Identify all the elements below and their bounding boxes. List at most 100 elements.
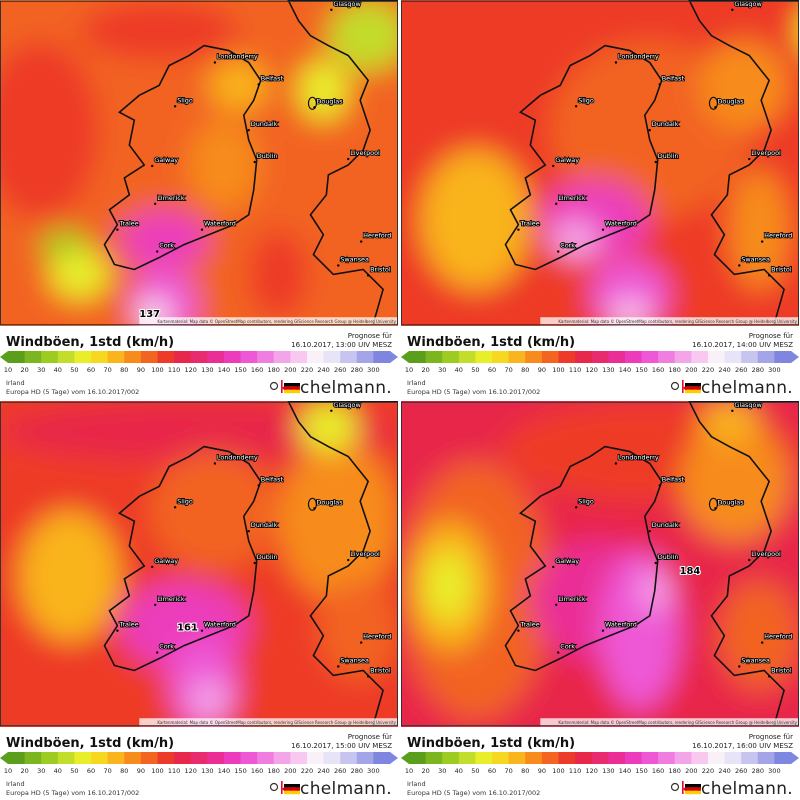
legend-label: 280	[752, 366, 764, 374]
wind-map: Glasgow Londonderry Belfast Sligo Dundalk Dou…	[401, 0, 799, 326]
legend-label: 130	[602, 366, 614, 374]
brand-icons	[670, 381, 701, 394]
panel-title: Windböen, 1std (km/h)	[407, 335, 576, 350]
legend-label: 80	[120, 366, 128, 374]
city-dot	[654, 561, 657, 565]
model-run: Europa HD (5 Tage) vom 16.10.2017/002	[6, 388, 140, 396]
legend-swatch	[57, 752, 75, 764]
legend-label: 60	[87, 366, 95, 374]
legend-arrow-high	[390, 752, 398, 764]
city-label: Glasgow	[333, 0, 360, 8]
city-label: Londonderry	[217, 454, 258, 462]
legend-label: 110	[569, 767, 581, 775]
legend-label: 50	[471, 366, 479, 374]
city-dot	[767, 675, 771, 678]
city-dot	[253, 561, 256, 565]
model-run: Europa HD (5 Tage) vom 16.10.2017/002	[407, 388, 541, 396]
legend-label: 130	[201, 366, 213, 374]
legend-swatch	[8, 752, 26, 764]
city-dot	[116, 228, 119, 231]
legend-label: 20	[421, 767, 429, 775]
legend-swatch	[340, 752, 358, 764]
legend-swatch	[124, 752, 142, 764]
legend-swatch	[707, 752, 726, 764]
coast-man	[307, 497, 318, 511]
city-dot	[213, 462, 217, 465]
forecast-label: Prognose für	[347, 332, 392, 340]
city-label: Tralee	[118, 621, 138, 629]
city-dot	[601, 629, 605, 632]
legend-swatch	[57, 351, 75, 363]
legend-swatch	[273, 351, 291, 363]
map-credit: Kartenmaterial: Map data © OpenStreetMap…	[558, 319, 797, 324]
legend-label: 50	[70, 767, 78, 775]
legend-swatch	[442, 752, 460, 764]
city-label: Hereford	[363, 633, 391, 641]
wind-area	[278, 441, 398, 601]
wind-area	[189, 120, 259, 210]
panel-footer: Windböen, 1std (km/h) Prognose für 16.10.2…	[0, 326, 398, 398]
legend-label: 90	[538, 366, 546, 374]
legend-label: 50	[471, 767, 479, 775]
wind-field	[0, 401, 398, 727]
city-dot	[151, 565, 154, 569]
map-credit: Kartenmaterial: Map data © OpenStreetMap…	[157, 720, 396, 725]
legend-label: 50	[70, 366, 78, 374]
wind-area	[119, 209, 209, 270]
city-label: Londonderry	[217, 53, 258, 61]
city-dot	[557, 250, 560, 253]
hd-icon	[670, 782, 680, 792]
legend-arrow-high	[791, 351, 799, 363]
wind-area	[679, 421, 790, 542]
wind-area	[248, 229, 309, 320]
flag-red	[685, 787, 701, 791]
city-label: Dublin	[658, 152, 679, 160]
brand-icons	[670, 782, 701, 795]
city-label: Limerick	[558, 194, 586, 202]
city-dot	[330, 8, 333, 11]
city-dot	[330, 409, 333, 412]
wind-area	[590, 259, 670, 326]
legend-label: 130	[602, 767, 614, 775]
legend-swatch	[674, 752, 692, 764]
legend-label: 30	[37, 767, 45, 775]
city-label: Douglas	[717, 498, 744, 506]
legend-label: 110	[569, 366, 581, 374]
legend-swatch	[558, 351, 576, 363]
forecast-panel: Glasgow Londonderry Belfast Sligo Dundalk Dou…	[0, 0, 398, 398]
model-run: Europa HD (5 Tage) vom 16.10.2017/002	[407, 789, 541, 797]
legend-label: 150	[635, 366, 647, 374]
legend-swatch	[707, 351, 726, 363]
legend-label: 40	[54, 366, 62, 374]
city-label: Galway	[154, 156, 178, 164]
city-dot	[247, 128, 250, 132]
legend-swatch	[323, 752, 341, 764]
legend-label: 110	[168, 366, 180, 374]
panel-footer: Windböen, 1std (km/h) Prognose für 16.10.2…	[401, 727, 799, 799]
legend-label: 280	[752, 767, 764, 775]
city-dot	[658, 83, 661, 86]
legend-label: 70	[505, 767, 513, 775]
legend-label: 220	[702, 366, 714, 374]
legend-label: 140	[619, 366, 631, 374]
legend-swatch	[757, 752, 775, 764]
hd-icon	[670, 381, 680, 391]
legend-label: 180	[268, 366, 280, 374]
flag-gold	[685, 389, 701, 394]
legend-swatch	[107, 351, 125, 363]
legend-label: 60	[488, 767, 496, 775]
city-dot	[337, 264, 340, 267]
city-label: Dundalk	[251, 521, 278, 529]
city-label: Dundalk	[251, 120, 278, 128]
legend-label: 240	[718, 767, 730, 775]
legend-swatch	[140, 351, 158, 363]
legend-label: 300	[367, 767, 379, 775]
legend-label: 80	[120, 767, 128, 775]
legend-swatch	[624, 752, 643, 764]
city-label: Limerick	[558, 595, 586, 603]
valid-time: 16.10.2017, 13:00 UIV MESZ	[291, 341, 392, 349]
legend-label: 280	[351, 366, 363, 374]
legend-swatch	[741, 351, 759, 363]
legend-label: 100	[151, 767, 163, 775]
